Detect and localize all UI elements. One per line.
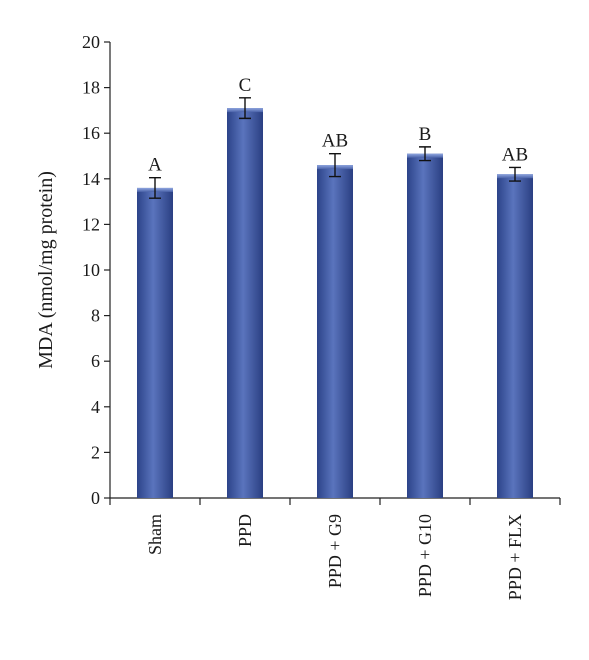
- error-bar: [509, 166, 521, 182]
- error-bar: [239, 97, 251, 120]
- bar: [137, 187, 173, 499]
- y-tick-label: 18: [82, 78, 100, 98]
- y-tick-label: 2: [91, 442, 100, 462]
- y-tick-label: 10: [82, 260, 100, 280]
- error-bar: [329, 153, 341, 178]
- x-tick-label: PPD + G10: [415, 514, 435, 597]
- x-tick-label: PPD + G9: [325, 514, 345, 588]
- bar: [407, 153, 443, 498]
- x-tick-label: Sham: [145, 514, 165, 555]
- x-axis: Sham PPD PPD + G9 PPD + G10 PPD + FLX: [109, 497, 561, 600]
- bar: [497, 174, 533, 499]
- significance-label: A: [148, 155, 162, 176]
- bar-group: B: [407, 124, 443, 498]
- error-bar: [419, 146, 431, 162]
- significance-label: AB: [322, 131, 348, 152]
- significance-label: AB: [502, 144, 528, 165]
- significance-label: C: [239, 75, 252, 96]
- bar-group: AB: [317, 131, 353, 498]
- bar: [227, 108, 263, 499]
- bar-group: A: [137, 155, 173, 499]
- y-tick-label: 4: [91, 397, 100, 417]
- x-tick-label: PPD + FLX: [505, 514, 525, 600]
- y-tick-label: 0: [91, 488, 100, 508]
- y-tick-label: 6: [91, 351, 100, 371]
- y-axis-title: MDA (nmol/mg protein): [35, 171, 57, 369]
- significance-label: B: [419, 124, 432, 145]
- y-tick-label: 8: [91, 306, 100, 326]
- y-tick-label: 20: [82, 32, 100, 52]
- bars: A C AB B AB: [137, 75, 533, 499]
- x-tick-label: PPD: [235, 514, 255, 547]
- bar-group: AB: [497, 144, 533, 499]
- error-bar: [149, 176, 161, 199]
- y-axis: 0 2 4 6 8 10 12 14 16 18 20: [82, 32, 111, 508]
- y-tick-label: 16: [82, 123, 100, 143]
- bar: [317, 165, 353, 498]
- bar-group: C: [227, 75, 263, 499]
- y-tick-label: 12: [82, 214, 100, 234]
- y-tick-label: 14: [82, 169, 100, 189]
